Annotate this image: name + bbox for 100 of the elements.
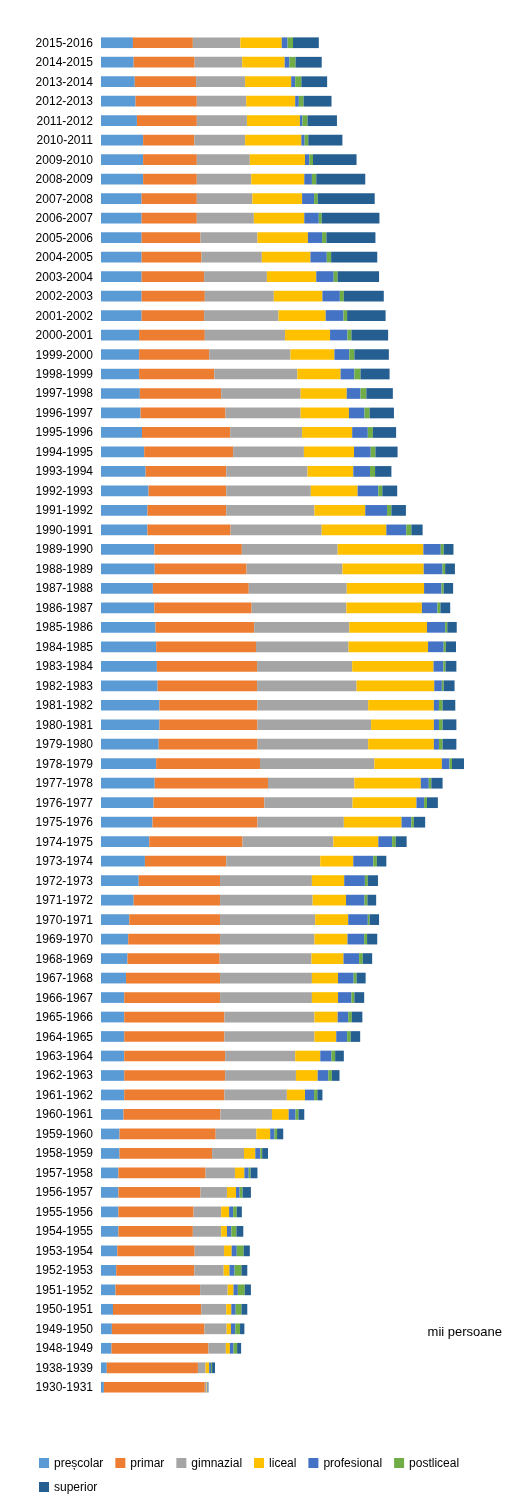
bar bbox=[224, 1245, 232, 1257]
y-tick-label: 2001-2002 bbox=[35, 308, 94, 323]
y-tick-label: 1991-1992 bbox=[35, 503, 94, 518]
bar bbox=[240, 37, 282, 49]
bar bbox=[331, 251, 378, 263]
bar bbox=[101, 914, 130, 925]
bar bbox=[357, 485, 379, 497]
bar bbox=[438, 738, 443, 750]
bar bbox=[236, 1245, 244, 1257]
bar bbox=[243, 1245, 250, 1257]
bar bbox=[441, 758, 450, 770]
bar bbox=[431, 777, 443, 789]
bar bbox=[101, 953, 128, 964]
bar bbox=[445, 660, 457, 672]
bar bbox=[101, 544, 155, 555]
bar bbox=[351, 329, 389, 341]
bar bbox=[159, 719, 258, 731]
bar bbox=[225, 1050, 296, 1062]
bar bbox=[301, 134, 305, 146]
bar bbox=[354, 446, 371, 458]
bar bbox=[369, 407, 394, 419]
bar bbox=[212, 1148, 245, 1159]
bar bbox=[101, 1245, 118, 1257]
bar bbox=[442, 699, 456, 711]
bar bbox=[445, 621, 448, 633]
bar bbox=[101, 894, 134, 906]
bar bbox=[214, 368, 298, 380]
bar bbox=[192, 37, 241, 49]
bar bbox=[123, 1109, 221, 1120]
bar bbox=[251, 173, 305, 185]
bar bbox=[423, 544, 441, 555]
bar bbox=[386, 524, 407, 536]
bar bbox=[356, 972, 366, 984]
bar bbox=[101, 719, 160, 731]
bar bbox=[321, 524, 387, 536]
bar bbox=[200, 232, 258, 243]
bar bbox=[220, 992, 312, 1003]
bar bbox=[124, 1070, 226, 1081]
bar bbox=[140, 407, 226, 419]
y-tick-label: 1989-1990 bbox=[35, 542, 94, 557]
bar bbox=[132, 37, 193, 49]
bar bbox=[416, 797, 425, 809]
y-tick-label: 2002-2003 bbox=[35, 289, 94, 304]
bar bbox=[230, 427, 303, 438]
bar bbox=[387, 505, 392, 516]
bar bbox=[127, 953, 220, 964]
bar bbox=[154, 602, 252, 614]
bar bbox=[343, 290, 384, 302]
bar bbox=[101, 660, 157, 672]
bar bbox=[312, 894, 347, 906]
bar bbox=[101, 1303, 113, 1315]
bar bbox=[421, 602, 438, 614]
bar bbox=[352, 660, 434, 672]
bar bbox=[156, 660, 258, 672]
y-tick-label: 1955-1956 bbox=[35, 1204, 94, 1219]
bar bbox=[144, 855, 227, 867]
bar bbox=[245, 134, 302, 146]
bar bbox=[141, 193, 197, 204]
bar bbox=[349, 621, 427, 633]
bar bbox=[298, 1109, 305, 1120]
y-tick-label: 1948-1949 bbox=[35, 1341, 94, 1356]
y-tick-label: 1964-1965 bbox=[35, 1029, 94, 1044]
bar bbox=[257, 719, 372, 731]
y-tick-label: 1961-1962 bbox=[35, 1087, 94, 1102]
bar bbox=[287, 37, 294, 49]
y-tick-label: 2005-2006 bbox=[35, 230, 94, 245]
bar bbox=[365, 505, 388, 516]
bar bbox=[308, 134, 343, 146]
bar bbox=[438, 719, 443, 731]
bar bbox=[261, 251, 311, 263]
y-tick-label: 1983-1984 bbox=[35, 659, 94, 674]
bar bbox=[433, 660, 444, 672]
y-tick-label: 1954-1955 bbox=[35, 1224, 94, 1239]
bar bbox=[101, 680, 158, 692]
bar bbox=[101, 446, 145, 458]
bar bbox=[322, 290, 340, 302]
bar bbox=[101, 602, 155, 614]
bar bbox=[295, 1070, 318, 1081]
bar bbox=[101, 212, 142, 224]
bar bbox=[101, 349, 140, 360]
bar bbox=[226, 1226, 232, 1237]
bar bbox=[220, 972, 312, 984]
bar bbox=[196, 212, 254, 224]
bar bbox=[295, 56, 322, 68]
bar bbox=[382, 485, 398, 497]
bar bbox=[314, 1011, 338, 1023]
bar bbox=[133, 56, 195, 68]
bar bbox=[124, 1050, 226, 1062]
bar bbox=[302, 115, 308, 127]
bar bbox=[201, 251, 262, 263]
bar bbox=[194, 134, 246, 146]
bar bbox=[257, 699, 369, 711]
bar bbox=[144, 446, 234, 458]
y-tick-label: 2015-2016 bbox=[35, 35, 94, 50]
bar bbox=[315, 914, 349, 925]
y-tick-label: 1951-1952 bbox=[35, 1282, 94, 1297]
bar bbox=[353, 855, 374, 867]
bar bbox=[440, 602, 451, 614]
bar bbox=[221, 1226, 227, 1237]
bar bbox=[101, 368, 140, 380]
